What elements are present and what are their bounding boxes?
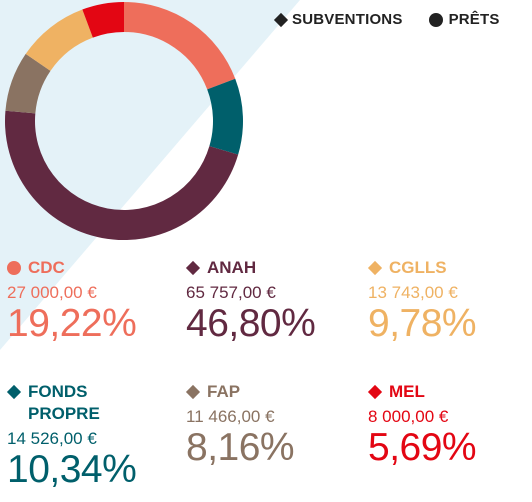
card-name-label: FAP [207, 382, 241, 401]
card-percent: 46,80% [186, 302, 316, 345]
card-percent: 5,69% [368, 426, 477, 469]
card-name-label: FONDS PROPRE [28, 382, 100, 423]
donut-slice-fonds-propre [207, 78, 243, 155]
donut-slice-fap [5, 53, 51, 114]
legend-prets-label: PRÊTS [448, 11, 500, 28]
donut-slice-mel [82, 2, 125, 38]
diamond-icon [6, 384, 22, 400]
card-cglls: CGLLS 13 743,00 € 9,78% [367, 257, 532, 345]
card-name-label: ANAH [207, 258, 257, 277]
card-amount: 65 757,00 € [186, 283, 276, 302]
card-anah: ANAH 65 757,00 € 46,80% [185, 257, 356, 345]
card-fap: FAP 11 466,00 € 8,16% [185, 381, 356, 469]
card-name: FONDS PROPRE [6, 381, 157, 425]
card-name: CGLLS [367, 257, 532, 279]
diamond-icon [367, 260, 383, 276]
donut-slice-anah [5, 110, 239, 240]
diamond-icon [185, 384, 201, 400]
card-name: MEL [367, 381, 532, 403]
card-name-label: MEL [389, 382, 425, 401]
legend: SUBVENTIONS PRÊTS [273, 11, 500, 28]
card-amount: 27 000,00 € [7, 283, 97, 302]
card-name: CDC [7, 257, 177, 279]
diamond-icon [185, 260, 201, 276]
card-amount: 8 000,00 € [368, 407, 449, 426]
legend-subventions-label: SUBVENTIONS [292, 11, 403, 28]
card-cdc: CDC 27 000,00 € 19,22% [7, 257, 177, 345]
card-percent: 8,16% [186, 426, 295, 469]
legend-subventions: SUBVENTIONS [273, 11, 403, 28]
card-percent: 19,22% [7, 302, 137, 345]
card-name-label: CGLLS [389, 258, 447, 277]
donut-slice-cglls [25, 9, 94, 72]
card-name: ANAH [185, 257, 356, 279]
card-name-label: CDC [28, 258, 65, 277]
card-amount: 11 466,00 € [186, 407, 275, 426]
circle-icon [428, 12, 443, 27]
card-fonds-propre: FONDS PROPRE 14 526,00 € 10,34% [6, 381, 157, 491]
card-amount: 13 743,00 € [368, 283, 458, 302]
diamond-icon [273, 12, 289, 27]
card-name: FAP [185, 381, 356, 403]
card-percent: 9,78% [368, 302, 477, 345]
card-amount: 14 526,00 € [7, 429, 97, 448]
diamond-icon [367, 384, 383, 400]
donut-slice-cdc [123, 2, 236, 90]
card-percent: 10,34% [7, 448, 137, 491]
circle-icon [7, 261, 21, 275]
card-mel: MEL 8 000,00 € 5,69% [367, 381, 532, 469]
legend-prets: PRÊTS [428, 11, 500, 28]
